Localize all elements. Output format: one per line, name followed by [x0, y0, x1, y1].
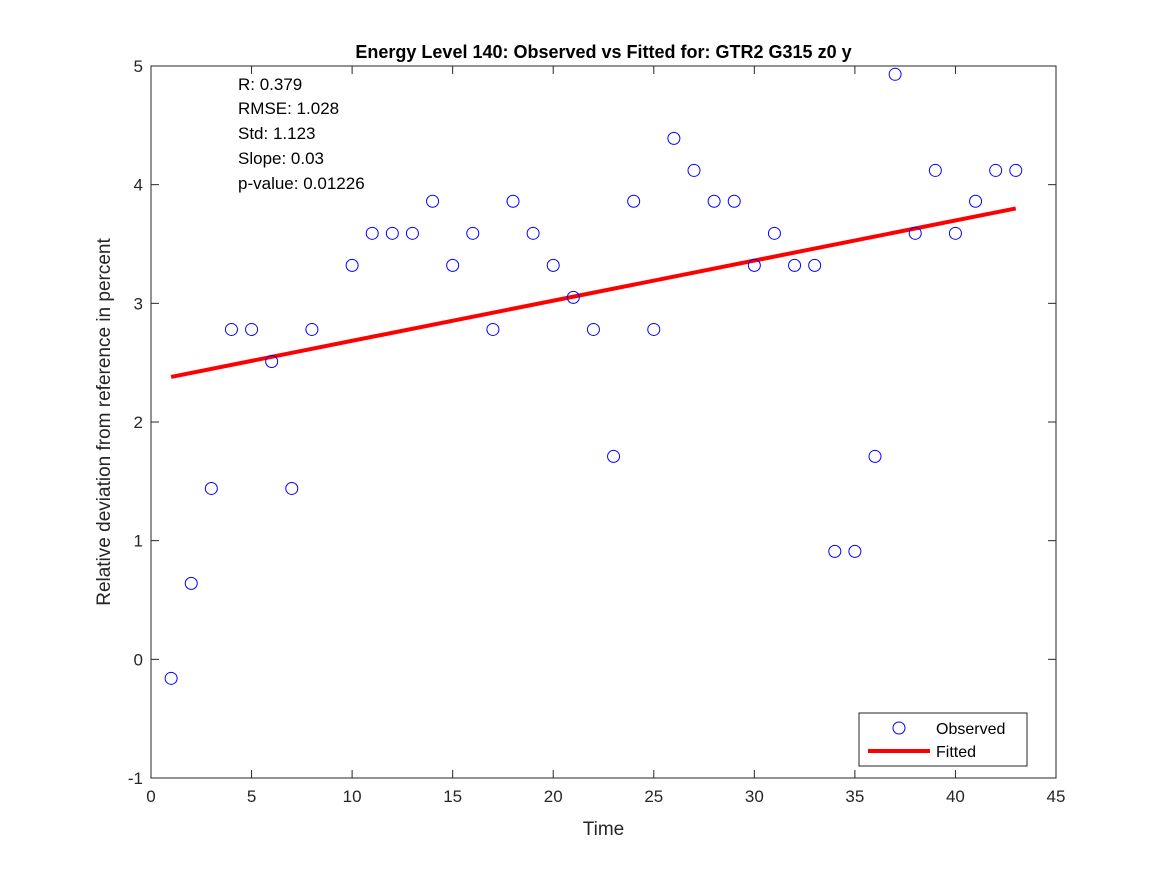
x-tick-label: 25: [644, 787, 663, 806]
observed-point: [848, 544, 862, 558]
stat-std: Std: 1.123: [238, 124, 316, 143]
observed-point: [989, 163, 1003, 177]
stats-annotation: R: 0.379 RMSE: 1.028 Std: 1.123 Slope: 0…: [238, 75, 365, 193]
fitted-line: [170, 206, 1017, 379]
chart-title: Energy Level 140: Observed vs Fitted for…: [355, 42, 851, 62]
observed-point: [928, 163, 942, 177]
y-tick-label: 0: [134, 650, 143, 669]
x-axis-label: Time: [583, 819, 625, 840]
legend-box: [858, 712, 1028, 767]
y-axis-label: Relative deviation from reference in per…: [94, 238, 115, 606]
observed-point: [204, 481, 218, 495]
observed-point: [707, 194, 721, 208]
x-tick-label: 35: [845, 787, 864, 806]
y-tick-label: 4: [134, 176, 143, 195]
observed-point: [426, 194, 440, 208]
observed-point: [365, 226, 379, 240]
stat-p-value: p-value: 0.01226: [238, 174, 365, 193]
stat-slope: Slope: 0.03: [238, 149, 324, 168]
observed-point: [265, 354, 279, 368]
y-tick-label: 3: [134, 294, 143, 313]
observed-point: [1009, 163, 1023, 177]
observed-point: [446, 258, 460, 272]
stat-rmse: RMSE: 1.028: [238, 99, 339, 118]
x-tick-label: 20: [544, 787, 563, 806]
observed-point: [607, 449, 621, 463]
x-tick-label: 10: [343, 787, 362, 806]
x-tick-label: 0: [146, 787, 155, 806]
observed-point: [969, 194, 983, 208]
observed-point: [808, 258, 822, 272]
legend: Observed Fitted: [858, 712, 1028, 767]
observed-point: [546, 258, 560, 272]
stat-r: R: 0.379: [238, 75, 302, 94]
observed-point: [687, 163, 701, 177]
observed-point: [788, 258, 802, 272]
y-tick-label: -1: [128, 769, 143, 788]
observed-point: [345, 258, 359, 272]
fit-line-layer: [170, 206, 1017, 379]
observed-point: [245, 322, 259, 336]
observed-point: [767, 226, 781, 240]
observed-point: [385, 226, 399, 240]
legend-fitted-label: Fitted: [936, 744, 976, 761]
observed-point: [908, 226, 922, 240]
observed-point: [727, 194, 741, 208]
observed-point: [747, 258, 761, 272]
marker-layer: [164, 67, 1023, 685]
legend-observed-marker: [892, 721, 906, 735]
observed-point: [184, 576, 198, 590]
observed-point: [506, 194, 520, 208]
x-tick-label: 40: [946, 787, 965, 806]
observed-point: [586, 322, 600, 336]
observed-point: [948, 226, 962, 240]
legend-observed-label: Observed: [936, 721, 1005, 738]
observed-point: [627, 194, 641, 208]
x-tick-label: 5: [247, 787, 256, 806]
observed-point: [868, 449, 882, 463]
x-tick-label: 30: [745, 787, 764, 806]
observed-point: [305, 322, 319, 336]
observed-point: [526, 226, 540, 240]
observed-point: [224, 322, 238, 336]
y-tick-label: 5: [134, 57, 143, 76]
y-tick-label: 1: [134, 532, 143, 551]
observed-point: [285, 481, 299, 495]
axes-box: [150, 65, 1057, 779]
observed-point: [828, 544, 842, 558]
observed-point: [486, 322, 500, 336]
observed-point: [667, 131, 681, 145]
observed-point: [164, 671, 178, 685]
observed-point: [405, 226, 419, 240]
observed-point: [566, 290, 580, 304]
observed-point: [888, 67, 902, 81]
axes-background: [151, 66, 1056, 778]
x-tick-label: 15: [443, 787, 462, 806]
observed-point: [466, 226, 480, 240]
x-tick-label: 45: [1047, 787, 1066, 806]
observed-point: [647, 322, 661, 336]
y-tick-label: 2: [134, 413, 143, 432]
